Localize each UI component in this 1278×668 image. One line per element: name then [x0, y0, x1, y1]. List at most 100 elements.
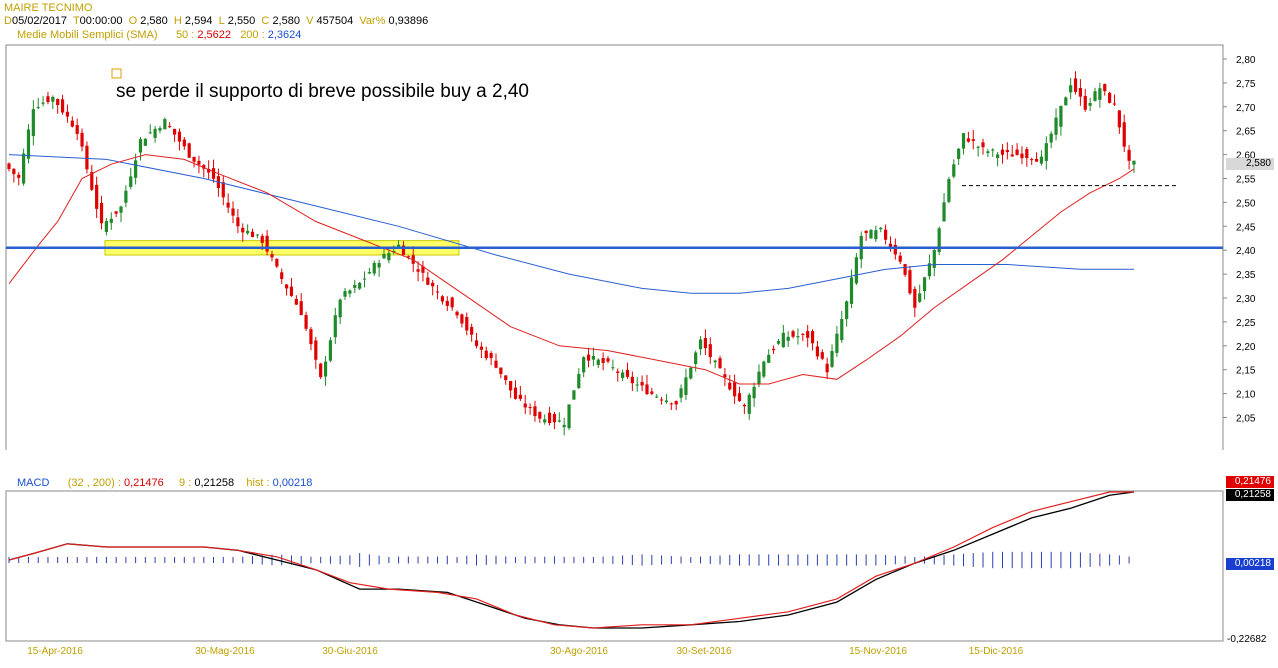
- candle-body: [913, 288, 917, 308]
- candle-body: [387, 252, 391, 261]
- candle-body: [474, 340, 479, 347]
- y-tick-label: 2,20: [1236, 342, 1256, 353]
- signal-value-tag: 0,21258: [1226, 489, 1274, 501]
- candle-body: [109, 218, 113, 223]
- macd-plot-frame: [5, 490, 1224, 642]
- candle-body: [801, 333, 805, 335]
- candle-body: [172, 128, 177, 135]
- y-tick-label: 2,65: [1236, 127, 1256, 138]
- candle-body: [562, 424, 566, 428]
- candle-body: [255, 234, 259, 236]
- candle-body: [70, 120, 74, 127]
- candle-body: [148, 132, 152, 134]
- candle-body: [952, 164, 956, 177]
- candle-body: [56, 99, 60, 105]
- candle-body: [733, 382, 737, 397]
- candle-body: [630, 376, 634, 384]
- candle-body: [323, 361, 328, 377]
- candle-body: [95, 184, 99, 209]
- volume-value: 457504: [316, 15, 354, 27]
- candle-body: [947, 179, 951, 202]
- candle-body: [552, 414, 557, 423]
- candle-body: [348, 290, 352, 294]
- candle-body: [270, 254, 274, 258]
- macd-legend: MACD (32 , 200) : 0,21476 9 : 0,21258 hi…: [17, 477, 313, 489]
- var-value: 0,93896: [388, 15, 429, 27]
- candle-body: [835, 333, 839, 353]
- sma200-value: 2,3624: [267, 29, 302, 41]
- annotation-marker[interactable]: [111, 68, 122, 79]
- candle-body: [1108, 92, 1112, 103]
- candle-body: [927, 263, 932, 277]
- y-tick-label: 2,30: [1236, 294, 1256, 305]
- y-tick-label: 2,10: [1236, 390, 1256, 401]
- candle-body: [986, 151, 990, 154]
- candle-body: [635, 384, 639, 386]
- candle-body: [786, 336, 790, 341]
- candle-body: [450, 297, 454, 308]
- candle-body: [207, 168, 211, 173]
- candle-body: [966, 138, 970, 142]
- candle-body: [99, 202, 104, 224]
- candle-body: [12, 168, 16, 175]
- candle-body: [840, 319, 844, 341]
- candle-body: [757, 371, 761, 384]
- candle-body: [577, 374, 581, 389]
- candle-body: [621, 372, 625, 379]
- candle-body: [499, 367, 503, 375]
- candle-body: [187, 143, 191, 158]
- y-tick-label: 2,05: [1236, 414, 1256, 425]
- sma200-line: [8, 154, 1134, 294]
- candle-body: [538, 412, 542, 419]
- candle-body: [718, 358, 722, 369]
- price-y-axis: 2,05 2,10 2,15 2,20 2,25 2,30 2,35 2,40 2,45 2,50…: [1223, 55, 1256, 425]
- candle-body: [888, 243, 893, 248]
- candle-body: [664, 400, 669, 403]
- candle-body: [1098, 88, 1102, 100]
- y-tick-label: 2,55: [1236, 175, 1256, 186]
- candle-body: [976, 146, 980, 148]
- y-tick-label: 2,80: [1236, 55, 1256, 66]
- candle-body: [367, 272, 371, 274]
- candle-body: [1049, 133, 1053, 143]
- candle-body: [543, 419, 547, 423]
- candle-body: [275, 258, 279, 267]
- y-tick-label: 2,70: [1236, 103, 1256, 114]
- annotation-text: se perde il supporto di breve possibile …: [116, 81, 529, 102]
- candle-body: [781, 332, 785, 348]
- candle-body: [158, 128, 162, 131]
- y-tick-label: 2,35: [1236, 270, 1256, 281]
- candle-body: [874, 230, 878, 240]
- macd-x-axis: 15-Apr-2016 30-Mag-2016 30-Giu-2016 30-Ago-…: [27, 646, 1023, 657]
- candle-body: [90, 172, 94, 190]
- x-tick-label: 30-Giu-2016: [322, 646, 378, 657]
- close-value: 2,580: [272, 15, 300, 27]
- candle-body: [932, 250, 936, 268]
- candle-body: [372, 262, 376, 274]
- candle-body: [124, 190, 128, 203]
- x-tick-label: 15-Nov-2016: [849, 646, 907, 657]
- candle-body: [884, 229, 888, 240]
- candle-body: [640, 382, 644, 386]
- price-chart[interactable]: se perde il supporto di breve possibile …: [0, 0, 1278, 450]
- ohlc-header: D05/02/2017 T00:00:00 O 2,580 H 2,594 L …: [4, 15, 429, 27]
- candle-body: [961, 133, 966, 149]
- candle-body: [143, 138, 147, 146]
- x-tick-label: 30-Ago-2016: [550, 646, 608, 657]
- candle-body: [703, 338, 708, 349]
- candle-body: [708, 344, 712, 358]
- open-value: 2,580: [140, 15, 168, 27]
- candle-body: [918, 293, 922, 302]
- candle-body: [362, 278, 367, 280]
- candle-body: [547, 412, 552, 423]
- candle-body: [1005, 149, 1009, 153]
- candle-body: [557, 420, 561, 422]
- candle-body: [377, 262, 381, 268]
- candle-body: [611, 367, 615, 369]
- candle-body: [533, 406, 537, 417]
- candle-body: [518, 394, 522, 399]
- x-tick-label: 30-Set-2016: [676, 646, 731, 657]
- chart-title: MAIRE TECNIMO: [4, 2, 93, 14]
- candle-body: [1030, 159, 1034, 161]
